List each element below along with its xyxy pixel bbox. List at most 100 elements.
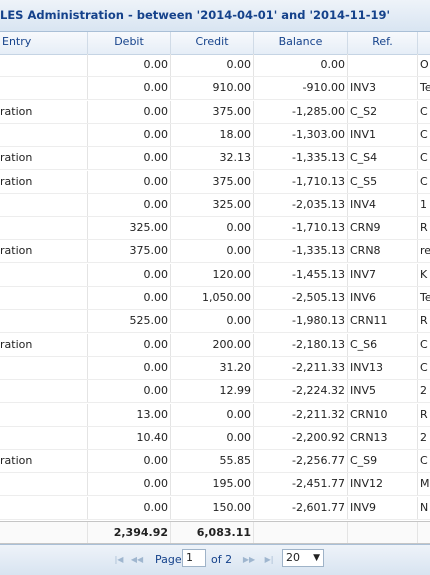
cell-debit: 325.00 <box>88 217 171 240</box>
cell-balance: -910.00 <box>254 77 348 100</box>
page-count-label: of 2 <box>211 553 233 566</box>
cell-debit: 13.00 <box>88 403 171 426</box>
cell-ref: INV13 <box>348 356 418 379</box>
cell-entry <box>0 123 88 146</box>
table-row[interactable]: 0.00 18.00 -1,303.00 INV1 C <box>0 123 430 147</box>
cell-extra: C <box>420 337 428 351</box>
table-row[interactable]: 0.00 910.00 -910.00 INV3 Te <box>0 77 430 101</box>
first-page-icon[interactable]: |◀ <box>114 555 124 564</box>
column-header-balance[interactable]: Balance <box>254 32 348 54</box>
table-row[interactable]: ration 0.00 375.00 -1,710.13 C_S5 C <box>0 170 430 194</box>
table-row[interactable]: 0.00 195.00 -2,451.77 INV12 M <box>0 473 430 497</box>
cell-entry <box>0 287 88 309</box>
cell-credit: 375.00 <box>171 170 254 193</box>
cell-credit: 0.00 <box>171 240 254 263</box>
window-title: LES Administration - between '2014-04-01… <box>0 0 430 32</box>
cell-entry: ration <box>0 240 88 263</box>
table-row[interactable]: 0.00 120.00 -1,455.13 INV7 K <box>0 263 430 287</box>
cell-credit: 0.00 <box>171 310 254 333</box>
cell-debit: 0.00 <box>88 263 171 286</box>
prev-page-icon[interactable]: ◀◀ <box>130 555 144 564</box>
table-row[interactable]: ration 0.00 200.00 -2,180.13 C_S6 C <box>0 333 430 357</box>
cell-balance: -1,710.13 <box>254 170 348 193</box>
cell-entry <box>0 380 88 403</box>
summary-balance <box>254 522 348 543</box>
cell-balance: -2,224.32 <box>254 380 348 403</box>
table-row[interactable]: 0.00 325.00 -2,035.13 INV4 1 <box>0 193 430 217</box>
paging-toolbar: |◀ ◀◀ Page 1 of 2 ▶▶ ▶| 20 ▼ <box>0 544 430 575</box>
cell-ref: CRN13 <box>348 426 418 449</box>
next-page-icon[interactable]: ▶▶ <box>242 555 256 564</box>
column-header-ref[interactable]: Ref. <box>348 32 418 54</box>
cell-debit: 0.00 <box>88 54 171 76</box>
cell-debit: 375.00 <box>88 240 171 263</box>
cell-extra: C <box>420 454 428 468</box>
cell-extra: Te <box>420 291 430 304</box>
cell-entry <box>0 356 88 379</box>
cell-extra: C <box>420 151 428 165</box>
cell-balance: -2,601.77 <box>254 496 348 519</box>
column-header-credit[interactable]: Credit <box>171 32 254 54</box>
last-page-icon[interactable]: ▶| <box>264 555 274 564</box>
cell-debit: 10.40 <box>88 426 171 449</box>
cell-ref: C_S9 <box>348 450 418 473</box>
cell-balance: -1,303.00 <box>254 123 348 146</box>
cell-balance: 0.00 <box>254 54 348 76</box>
column-header-extra[interactable] <box>418 32 430 54</box>
cell-credit: 1,050.00 <box>171 287 254 309</box>
cell-debit: 0.00 <box>88 147 171 170</box>
cell-entry <box>0 403 88 426</box>
grid-header: Entry Debit Credit Balance Ref. <box>0 32 430 55</box>
table-row[interactable]: 525.00 0.00 -1,980.13 CRN11 R <box>0 310 430 334</box>
cell-debit: 0.00 <box>88 287 171 309</box>
cell-debit: 0.00 <box>88 77 171 100</box>
cell-credit: 0.00 <box>171 54 254 76</box>
cell-balance: -2,451.77 <box>254 473 348 496</box>
cell-entry: ration <box>0 147 88 170</box>
cell-extra: N <box>420 500 429 514</box>
table-row[interactable]: ration 375.00 0.00 -1,335.13 CRN8 re <box>0 240 430 264</box>
page-label: Page <box>155 553 182 566</box>
cell-balance: -2,256.77 <box>254 450 348 473</box>
cell-entry: ration <box>0 170 88 193</box>
cell-extra: O <box>420 58 429 71</box>
cell-debit: 0.00 <box>88 333 171 356</box>
cell-balance: -2,505.13 <box>254 287 348 309</box>
cell-ref: C_S5 <box>348 170 418 193</box>
table-row[interactable]: 325.00 0.00 -1,710.13 CRN9 R <box>0 217 430 241</box>
cell-ref: CRN10 <box>348 403 418 426</box>
table-row[interactable]: ration 0.00 55.85 -2,256.77 C_S9 C <box>0 450 430 474</box>
table-row[interactable]: 0.00 1,050.00 -2,505.13 INV6 Te <box>0 287 430 310</box>
cell-credit: 195.00 <box>171 473 254 496</box>
page-number-input[interactable]: 1 <box>182 549 206 567</box>
cell-entry <box>0 310 88 333</box>
column-header-entry[interactable]: Entry <box>0 32 88 54</box>
table-row[interactable]: 0.00 12.99 -2,224.32 INV5 2 <box>0 380 430 404</box>
table-row[interactable]: ration 0.00 32.13 -1,335.13 C_S4 C <box>0 147 430 171</box>
cell-ref: INV7 <box>348 263 418 286</box>
cell-ref: CRN8 <box>348 240 418 263</box>
cell-balance: -1,335.13 <box>254 240 348 263</box>
cell-ref: INV9 <box>348 496 418 519</box>
cell-debit: 0.00 <box>88 473 171 496</box>
cell-entry: ration <box>0 450 88 473</box>
cell-extra: R <box>420 221 428 235</box>
table-row[interactable]: 0.00 150.00 -2,601.77 INV9 N <box>0 496 430 520</box>
cell-debit: 0.00 <box>88 450 171 473</box>
cell-ref: C_S4 <box>348 147 418 170</box>
summary-entry <box>0 522 88 543</box>
cell-debit: 0.00 <box>88 123 171 146</box>
table-row[interactable]: 10.40 0.00 -2,200.92 CRN13 2 <box>0 426 430 450</box>
cell-credit: 200.00 <box>171 333 254 356</box>
cell-credit: 0.00 <box>171 426 254 449</box>
cell-ref: C_S6 <box>348 333 418 356</box>
table-row[interactable]: ration 0.00 375.00 -1,285.00 C_S2 C <box>0 100 430 124</box>
table-row[interactable]: 13.00 0.00 -2,211.32 CRN10 R <box>0 403 430 427</box>
table-row[interactable]: 0.00 0.00 0.00 O <box>0 54 430 77</box>
page-size-select[interactable]: 20 ▼ <box>282 549 324 567</box>
table-row[interactable]: 0.00 31.20 -2,211.33 INV13 C <box>0 356 430 380</box>
cell-credit: 0.00 <box>171 217 254 240</box>
cell-balance: -2,180.13 <box>254 333 348 356</box>
cell-credit: 55.85 <box>171 450 254 473</box>
column-header-debit[interactable]: Debit <box>88 32 171 54</box>
